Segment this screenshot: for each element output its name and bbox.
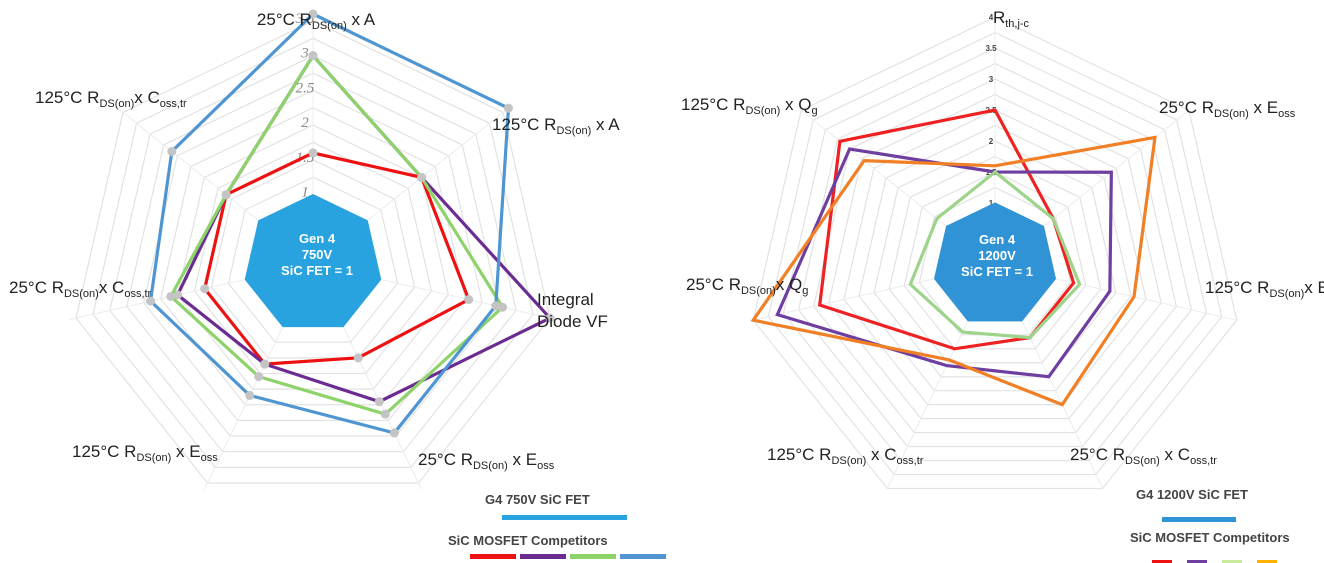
grid-ring	[160, 107, 466, 406]
grid-ring	[193, 141, 433, 375]
grid-ring	[828, 93, 1162, 420]
axis-label: 125°C RDS(on)x Eoss	[1205, 278, 1324, 300]
series-competitor-2	[775, 147, 1113, 379]
data-point	[545, 313, 555, 323]
legend-gen4-swatch	[1162, 517, 1236, 522]
center-label-line: Gen 4	[979, 232, 1016, 247]
legend-competitor-swatch	[1152, 560, 1172, 563]
center-label-line: SiC FET = 1	[961, 264, 1033, 279]
tick-label: 2	[301, 115, 309, 131]
tick-label: 1	[301, 185, 309, 201]
tick-label: 4	[989, 13, 994, 22]
series-gen4-area	[934, 202, 1056, 322]
grid-ring	[176, 124, 450, 390]
series-competitor-3	[168, 53, 505, 416]
data-point	[491, 301, 501, 311]
axis-label: 125°C RDS(on) x Qg	[681, 95, 818, 117]
data-point	[353, 353, 363, 363]
legend-competitor-swatch	[620, 554, 666, 559]
grid-ring	[813, 78, 1177, 434]
grid-ring	[109, 55, 517, 453]
tick-label: 2.5	[296, 80, 315, 96]
tick-label: 2	[989, 137, 994, 146]
legend-competitor-swatch	[570, 554, 616, 559]
legend-gen4: G4 1200V SiC FET	[1136, 487, 1248, 502]
tick-label: 3	[300, 46, 309, 62]
tick-label: 1	[989, 199, 994, 208]
grid-ring	[858, 124, 1132, 392]
axis-label: 125°C RDS(on) x Eoss	[72, 442, 218, 464]
axis-label: 125°C RDS(on) x Coss,tr	[767, 445, 924, 467]
data-point	[166, 291, 176, 301]
grid-ring	[752, 16, 1238, 490]
center-label-line: Gen 4	[299, 231, 336, 246]
series-competitor-3	[908, 169, 1082, 340]
axis-label: 25°C RDS(on)x Qg	[686, 275, 808, 297]
grid-ring	[843, 109, 1147, 406]
data-point	[417, 172, 427, 182]
data-point	[146, 296, 156, 306]
data-point	[464, 295, 474, 305]
axis-label: 125°C RDS(on) x A	[492, 115, 620, 137]
tick-label: 3.5	[985, 44, 997, 53]
data-point	[173, 290, 183, 300]
data-point	[245, 390, 255, 400]
data-point	[503, 103, 513, 113]
legend-competitor-swatch	[1257, 560, 1277, 563]
series-gen4-area	[244, 194, 382, 328]
data-point	[380, 409, 390, 419]
legend-competitor-swatch	[1187, 560, 1207, 563]
data-point	[498, 302, 508, 312]
grid-ring	[75, 20, 551, 484]
grid-ring	[888, 155, 1102, 364]
data-point	[374, 397, 384, 407]
axis-label: Rth,j-c	[993, 8, 1030, 30]
grid-ring	[143, 89, 483, 422]
data-point	[260, 359, 270, 369]
legend-competitor-swatch	[470, 554, 516, 559]
axis-label: 25°C RDS(on) x Eoss	[418, 450, 555, 472]
grid-ring	[797, 62, 1193, 448]
series-competitor-1	[202, 151, 471, 366]
data-point	[389, 428, 399, 438]
axis-label: 25°C RDS(on) x A	[257, 10, 376, 32]
legend-competitors: SiC MOSFET Competitors	[448, 533, 608, 548]
data-point	[254, 372, 264, 382]
legend-competitors: SiC MOSFET Competitors	[1130, 530, 1290, 545]
legend-gen4: G4 750V SiC FET	[485, 492, 590, 507]
axis-label: Integral Diode VF	[537, 290, 608, 331]
axis-label: 25°C RDS(on)x Coss,tr	[9, 278, 152, 300]
grid-ring	[126, 72, 500, 437]
axis-label: 25°C RDS(on) x Coss,tr	[1070, 445, 1217, 467]
axis-label: 25°C RDS(on) x Eoss	[1159, 98, 1296, 120]
series-competitor-4	[750, 135, 1157, 407]
grid-ring	[210, 159, 416, 359]
data-point	[221, 190, 231, 200]
data-point	[308, 51, 318, 61]
tick-label: 3	[989, 75, 994, 84]
center-label-line: SiC FET = 1	[281, 263, 353, 278]
legend-competitor-swatch	[520, 554, 566, 559]
axis-label: 125°C RDS(on)x Coss,tr	[35, 88, 187, 110]
grid-ring	[767, 31, 1223, 476]
center-label-line: 750V	[302, 247, 333, 262]
data-point	[167, 146, 177, 156]
legend-competitor-swatch	[1222, 560, 1242, 563]
data-point	[200, 284, 210, 294]
legend-gen4-swatch	[502, 515, 627, 520]
grid-ring	[92, 37, 534, 468]
data-point	[308, 148, 318, 158]
data-point	[308, 9, 318, 19]
grid-ring	[782, 47, 1208, 462]
series-competitor-4	[148, 12, 511, 435]
center-label-line: 1200V	[978, 248, 1016, 263]
grid-ring	[227, 176, 399, 343]
grid-ring	[903, 171, 1087, 350]
